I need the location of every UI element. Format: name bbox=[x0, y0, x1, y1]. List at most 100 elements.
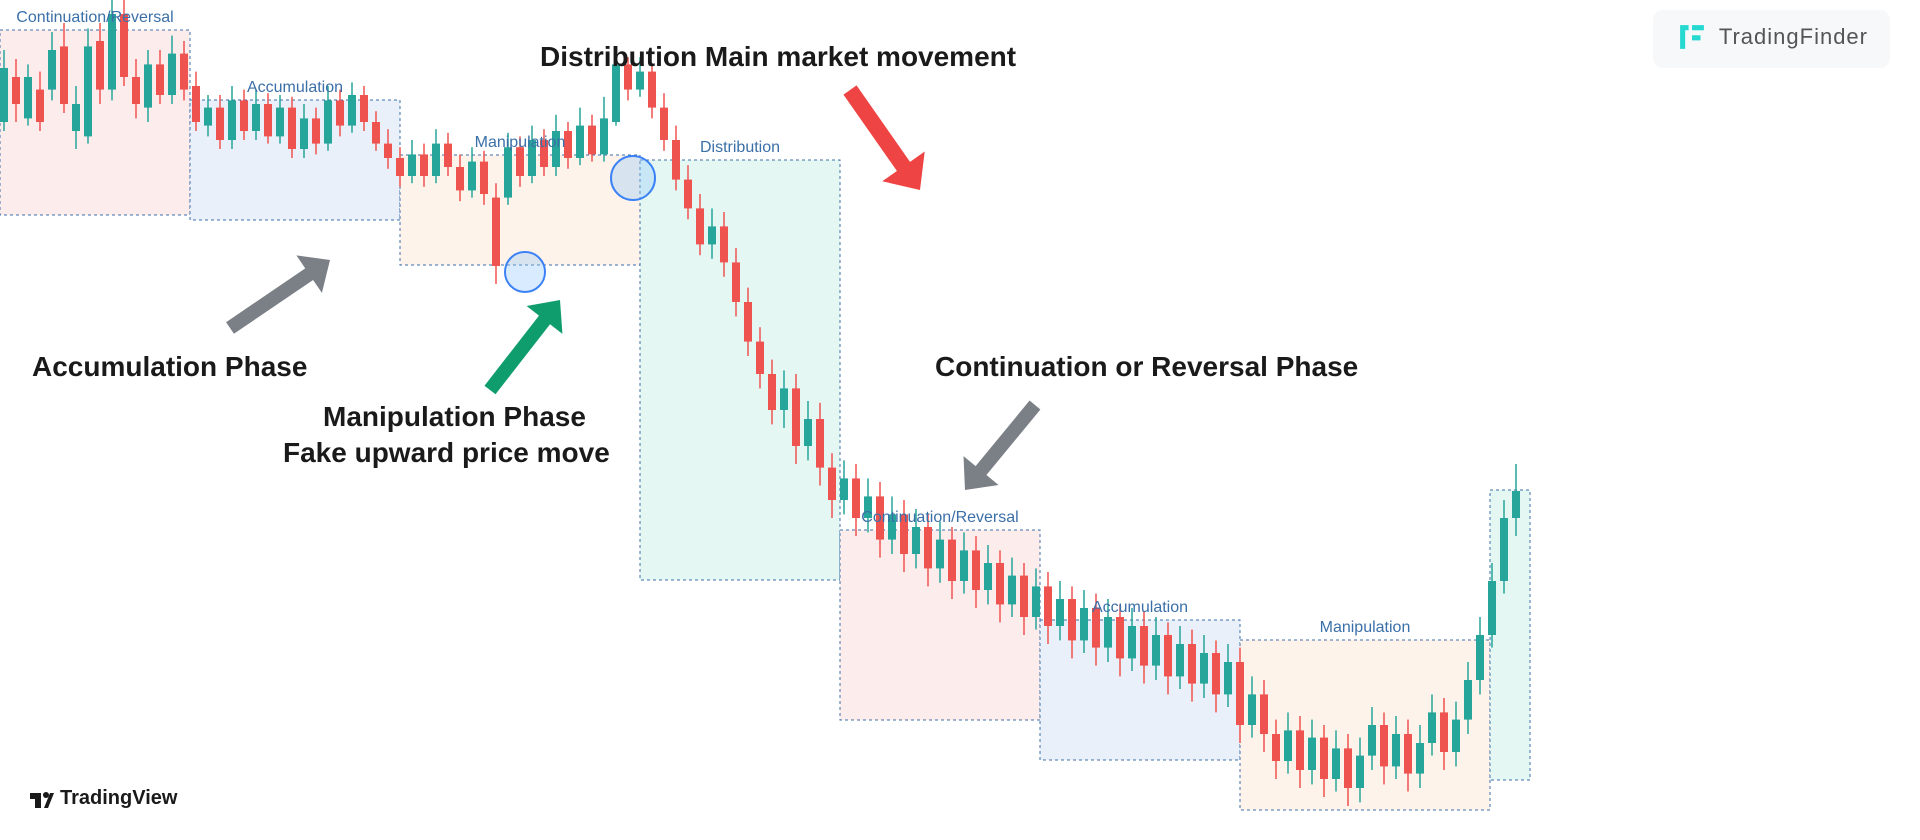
candle-body bbox=[444, 144, 452, 167]
candle-body bbox=[1272, 734, 1280, 761]
candle-body bbox=[840, 478, 848, 500]
candle-body bbox=[456, 167, 464, 190]
candle-body bbox=[156, 64, 164, 95]
candle-body bbox=[60, 46, 68, 104]
candle-body bbox=[1488, 581, 1496, 635]
candle-body bbox=[984, 563, 992, 590]
candle-body bbox=[348, 95, 356, 126]
candle-body bbox=[240, 100, 248, 131]
candle-body bbox=[684, 180, 692, 209]
tradingview-icon bbox=[30, 790, 54, 808]
candle-body bbox=[1464, 680, 1472, 720]
candle-body bbox=[1224, 662, 1232, 694]
candle-body bbox=[204, 108, 212, 126]
candle-body bbox=[0, 68, 8, 122]
candle-body bbox=[1104, 617, 1112, 648]
candle-body bbox=[936, 540, 944, 569]
candle-body bbox=[480, 162, 488, 194]
candle-body bbox=[1416, 743, 1424, 774]
candle-body bbox=[168, 54, 176, 95]
highlight-circle-1 bbox=[611, 156, 655, 200]
candle-body bbox=[804, 419, 812, 446]
candle-body bbox=[816, 419, 824, 468]
candle-body bbox=[648, 72, 656, 108]
phase-label-acc2: Accumulation bbox=[1092, 599, 1188, 616]
candle-body bbox=[504, 147, 512, 197]
candle-body bbox=[360, 95, 368, 122]
candle-body bbox=[924, 527, 932, 568]
candle-body bbox=[1164, 635, 1172, 676]
candle-body bbox=[276, 108, 284, 137]
candle-body bbox=[252, 104, 260, 131]
candle-body bbox=[492, 198, 500, 266]
candle-body bbox=[768, 374, 776, 410]
candle-body bbox=[1068, 599, 1076, 640]
candle-body bbox=[600, 118, 608, 154]
candle-body bbox=[372, 122, 380, 144]
candle-body bbox=[972, 550, 980, 590]
candle-body bbox=[1476, 635, 1484, 680]
candle-body bbox=[84, 46, 92, 136]
candle-body bbox=[588, 126, 596, 155]
tradingview-text: TradingView bbox=[60, 787, 177, 810]
candle-body bbox=[948, 540, 956, 581]
candle-body bbox=[468, 162, 476, 191]
tradingview-logo: TradingView bbox=[30, 787, 177, 810]
candle-body bbox=[1128, 626, 1136, 658]
phase-label-man1: Manipulation bbox=[475, 134, 566, 151]
phase-label-man2: Manipulation bbox=[1320, 619, 1411, 636]
candle-body bbox=[756, 342, 764, 374]
candle-body bbox=[24, 77, 32, 118]
candle-body bbox=[1236, 662, 1244, 725]
candle-body bbox=[1260, 694, 1268, 734]
candle-body bbox=[1032, 586, 1040, 617]
annotation-manipulation-line1: Manipulation Phase bbox=[323, 400, 586, 434]
candle-body bbox=[1176, 644, 1184, 676]
candle-body bbox=[1332, 748, 1340, 779]
candle-body bbox=[132, 77, 140, 104]
candle-body bbox=[516, 147, 524, 176]
candle-body bbox=[144, 64, 152, 107]
candle-body bbox=[1140, 626, 1148, 666]
candle-body bbox=[792, 388, 800, 446]
candle-body bbox=[36, 90, 44, 122]
candle-body bbox=[396, 158, 404, 176]
candle-body bbox=[708, 226, 716, 244]
candle-body bbox=[48, 50, 56, 90]
candle-body bbox=[1308, 738, 1316, 770]
candle-body bbox=[180, 54, 188, 90]
candle-body bbox=[300, 118, 308, 149]
candle-body bbox=[744, 302, 752, 342]
phase-label-dist1: Distribution bbox=[700, 139, 780, 156]
candle-body bbox=[672, 140, 680, 180]
candle-body bbox=[1452, 720, 1460, 752]
annotation-accumulation: Accumulation Phase bbox=[32, 350, 307, 384]
tradingfinder-icon bbox=[1675, 20, 1709, 54]
candle-body bbox=[1212, 653, 1220, 694]
phase-label-cr2: Continuation/Reversal bbox=[861, 509, 1018, 526]
candle-body bbox=[288, 108, 296, 149]
candle-body bbox=[1344, 748, 1352, 788]
tradingfinder-logo: TradingFinder bbox=[1653, 10, 1890, 68]
phase-rect-dist1 bbox=[640, 160, 840, 580]
candle-body bbox=[264, 104, 272, 136]
candle-body bbox=[912, 527, 920, 554]
candle-body bbox=[1080, 608, 1088, 640]
candle-body bbox=[852, 478, 860, 518]
candle-body bbox=[1020, 576, 1028, 617]
candle-body bbox=[336, 100, 344, 125]
candle-body bbox=[72, 104, 80, 131]
candle-body bbox=[1356, 756, 1364, 788]
candle-body bbox=[720, 226, 728, 262]
arrow-dist bbox=[843, 85, 924, 190]
candle-body bbox=[216, 108, 224, 140]
arrow-acc bbox=[226, 255, 330, 333]
candle-body bbox=[1044, 586, 1052, 626]
tradingfinder-text: TradingFinder bbox=[1719, 24, 1868, 50]
candle-body bbox=[1200, 653, 1208, 684]
candle-body bbox=[660, 108, 668, 140]
highlight-circle-0 bbox=[505, 252, 545, 292]
candle-body bbox=[996, 563, 1004, 604]
candle-body bbox=[1440, 712, 1448, 752]
candle-body bbox=[696, 208, 704, 244]
